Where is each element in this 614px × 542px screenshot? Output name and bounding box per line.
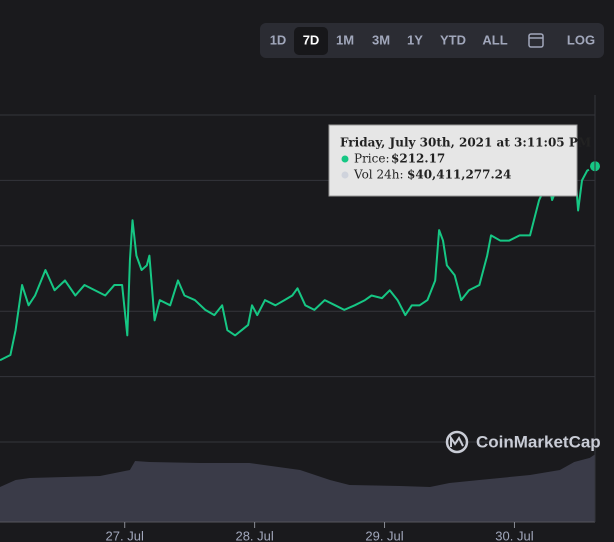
x-tick-label: 30. Jul bbox=[495, 528, 533, 542]
range-button[interactable]: LOG bbox=[567, 32, 595, 47]
tooltip-dot bbox=[341, 171, 349, 179]
volume-area bbox=[0, 454, 595, 522]
range-button[interactable]: YTD bbox=[440, 32, 466, 47]
tooltip-label: Vol 24h: bbox=[353, 168, 403, 182]
tooltip-value: $40,411,277.24 bbox=[407, 168, 511, 182]
tooltip-value: $212.17 bbox=[391, 152, 445, 166]
range-button[interactable]: 3M bbox=[372, 32, 390, 47]
calendar-button[interactable] bbox=[528, 33, 544, 48]
calendar-icon bbox=[528, 33, 544, 48]
tooltip-label: Price: bbox=[354, 152, 390, 166]
x-tick-label: 29. Jul bbox=[365, 528, 403, 542]
x-tick-label: 28. Jul bbox=[235, 528, 273, 542]
watermark-text: CoinMarketCap bbox=[476, 432, 601, 451]
watermark: CoinMarketCap bbox=[445, 430, 601, 454]
tooltip-dot bbox=[341, 155, 349, 163]
range-button[interactable]: 1D bbox=[270, 32, 287, 47]
price-line bbox=[0, 144, 596, 362]
tooltip-box bbox=[328, 124, 578, 197]
range-button[interactable]: ALL bbox=[482, 32, 507, 47]
range-button[interactable]: 1M bbox=[336, 32, 354, 47]
range-bar bbox=[260, 23, 604, 58]
x-tick-label: 27. Jul bbox=[106, 528, 144, 542]
active-button-bg bbox=[294, 27, 328, 55]
tooltip-title: Friday, July 30th, 2021 at 3:11:05 PM bbox=[340, 136, 591, 150]
tooltip: Friday, July 30th, 2021 at 3:11:05 PM Pr… bbox=[328, 124, 591, 197]
range-button[interactable]: 1Y bbox=[407, 32, 423, 47]
range-button[interactable]: 7D bbox=[303, 32, 320, 47]
